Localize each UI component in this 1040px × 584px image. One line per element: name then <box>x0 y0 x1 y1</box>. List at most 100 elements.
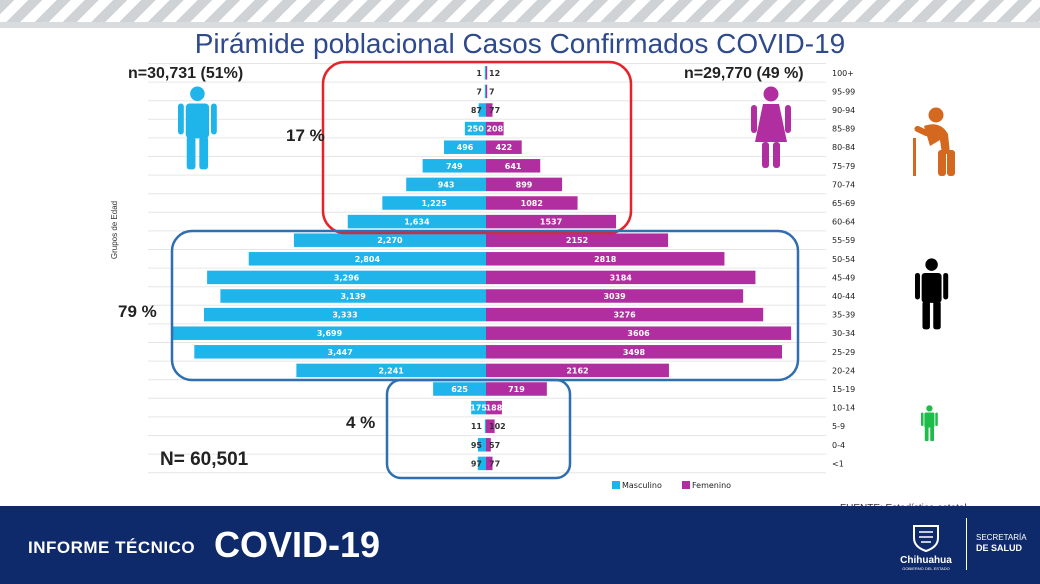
label-male-0-4: 95 <box>471 441 483 450</box>
label-male-95-99: 7 <box>476 87 482 96</box>
child-icon-left-leg <box>924 426 929 442</box>
footer-covid: COVID-19 <box>214 524 381 565</box>
label-male-20-24: 2,241 <box>379 366 405 375</box>
bar-female-25-29 <box>486 345 782 359</box>
bar-female-45-49 <box>486 270 756 285</box>
bar-male-55-59 <box>293 233 486 247</box>
bar-male-20-24 <box>296 363 486 378</box>
male-total: n=30,731 (51%) <box>128 65 244 82</box>
bar-male-50-54 <box>248 252 486 266</box>
bar-male-90-94 <box>478 103 486 117</box>
chart-title: Pirámide poblacional Casos Confirmados C… <box>194 28 846 59</box>
bar-female-5-9 <box>486 419 495 433</box>
label-female-30-34: 3606 <box>627 329 650 338</box>
label-female-50-54: 2818 <box>594 255 617 264</box>
elderly-leg-2 <box>947 150 955 176</box>
bar-male-10-14 <box>471 400 486 415</box>
label-female-45-49: 3184 <box>610 273 633 282</box>
bar-male-lt1 <box>477 456 486 471</box>
child-icon <box>921 405 938 442</box>
label-male-75-79: 749 <box>446 162 463 171</box>
label-male-40-44: 3,139 <box>341 292 367 301</box>
man-icon-torso <box>185 103 210 139</box>
man-icon-right-arm <box>210 103 217 135</box>
legend-swatch-male <box>612 481 620 489</box>
man-icon-head <box>190 86 205 102</box>
woman-right-arm <box>785 105 791 133</box>
child-icon-torso <box>924 412 935 428</box>
tick-label-20-24: 20-24 <box>832 366 855 375</box>
bar-male-70-74 <box>406 177 486 192</box>
child-icon-right-leg <box>930 426 935 442</box>
label-female-100plus: 12 <box>489 69 500 78</box>
footer-informe: INFORME TÉCNICO <box>28 538 196 557</box>
man-icon-right-leg <box>199 136 209 170</box>
woman-left-leg <box>762 142 769 168</box>
tick-label-95-99: 95-99 <box>832 87 855 96</box>
legend-label-female: Femenino <box>692 481 731 490</box>
label-female-35-39: 3276 <box>613 311 636 320</box>
bar-female-70-74 <box>486 177 563 192</box>
bar-female-95-99 <box>486 84 488 99</box>
tick-label-80-84: 80-84 <box>832 143 855 152</box>
label-female-95-99: 7 <box>489 87 495 96</box>
label-female-15-19: 719 <box>508 385 525 394</box>
tick-label-lt1: <1 <box>832 459 844 468</box>
woman-dress <box>755 104 787 142</box>
bar-female-35-39 <box>486 307 764 322</box>
bar-female-55-59 <box>486 233 669 247</box>
label-male-90-94: 87 <box>471 106 482 115</box>
elderly-cane <box>913 138 916 176</box>
bar-female-40-44 <box>486 289 744 303</box>
label-female-85-89: 208 <box>486 125 503 134</box>
bar-male-5-9 <box>484 419 486 433</box>
label-female-lt1: 77 <box>489 459 500 468</box>
bar-male-30-34 <box>173 326 486 340</box>
bar-female-50-54 <box>486 252 725 266</box>
bar-male-15-19 <box>433 382 486 396</box>
adult-icon <box>915 258 949 330</box>
label-male-5-9: 11 <box>471 422 483 431</box>
child-icon-left-arm <box>921 412 924 426</box>
elderly-icon <box>913 107 955 176</box>
label-male-70-74: 943 <box>438 180 455 189</box>
adult-icon-head <box>925 258 938 271</box>
secretaria-line-2: DE SALUD <box>976 543 1023 553</box>
legend-swatch-female <box>682 481 690 489</box>
secretaria-salud: SECRETARÍA DE SALUD <box>976 533 1027 554</box>
shield-icon <box>913 525 939 553</box>
label-female-25-29: 3498 <box>623 348 646 357</box>
label-female-40-44: 3039 <box>603 292 626 301</box>
adult-icon-torso <box>921 272 942 303</box>
label-female-20-24: 2162 <box>566 366 588 375</box>
bar-male-95-99 <box>484 84 486 99</box>
label-female-0-4: 57 <box>489 441 500 450</box>
tick-label-0-4: 0-4 <box>832 441 845 450</box>
grand-total: N= 60,501 <box>160 449 249 470</box>
chihuahua-logo: Chihuahua GOBIERNO DEL ESTADO <box>896 524 956 571</box>
pct-young: 4 % <box>346 413 376 432</box>
bar-male-80-84 <box>444 140 486 154</box>
bar-female-30-34 <box>486 326 792 340</box>
legend-label-male: Masculino <box>622 481 662 490</box>
adult-icon-right-leg <box>933 301 941 330</box>
elderly-arm <box>914 125 930 137</box>
child-icon-head <box>926 405 933 412</box>
label-male-lt1: 97 <box>471 459 482 468</box>
elderly-head <box>928 107 944 123</box>
label-female-70-74: 899 <box>516 180 533 189</box>
chihuahua-label: Chihuahua <box>900 555 952 566</box>
label-male-60-64: 1,634 <box>404 218 430 227</box>
y-axis-label: Grupos de Edad <box>110 201 119 259</box>
tick-label-85-89: 85-89 <box>832 125 855 134</box>
bar-male-45-49 <box>207 270 487 285</box>
tick-label-15-19: 15-19 <box>832 385 855 394</box>
label-female-55-59: 2152 <box>566 236 588 245</box>
bar-male-100plus <box>484 66 486 80</box>
pct-older-adults: 17 % <box>286 126 325 145</box>
header-stripe <box>0 0 1040 22</box>
gobierno-label: GOBIERNO DEL ESTADO <box>902 566 950 571</box>
adult-icon-right-arm <box>943 272 949 300</box>
secretaria-line-1: SECRETARÍA <box>976 533 1027 542</box>
footer-bar <box>0 506 1040 584</box>
